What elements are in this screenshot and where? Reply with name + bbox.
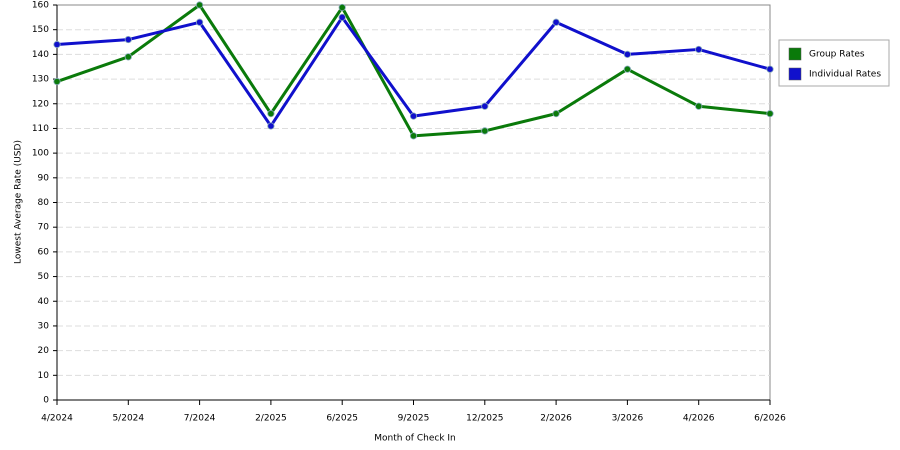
y-tick-label: 10 <box>38 371 50 381</box>
legend-swatch <box>788 67 802 81</box>
data-point <box>552 110 560 118</box>
data-point <box>766 110 774 118</box>
data-point <box>623 65 632 73</box>
y-tick-label: 0 <box>43 396 49 406</box>
data-point <box>196 1 204 9</box>
data-point <box>338 3 346 12</box>
y-tick-label: 60 <box>38 247 50 257</box>
y-tick-label: 90 <box>38 173 50 183</box>
y-tick-label: 80 <box>38 198 50 208</box>
y-tick-label: 110 <box>32 124 49 134</box>
data-point <box>766 65 774 73</box>
x-tick-label: 4/2024 <box>41 414 73 424</box>
x-tick-label: 5/2024 <box>112 414 144 424</box>
data-point <box>338 13 346 21</box>
data-point <box>196 18 204 26</box>
data-point <box>552 18 560 26</box>
data-point <box>481 102 489 110</box>
data-point <box>53 77 61 86</box>
data-point <box>267 122 275 130</box>
y-tick-label: 130 <box>32 75 49 85</box>
legend-label: Group Rates <box>809 50 865 60</box>
y-axis-title: Lowest Average Rate (USD) <box>14 140 24 264</box>
y-tick-label: 20 <box>38 346 50 356</box>
data-point <box>409 112 418 120</box>
x-axis-title: Month of Check In <box>374 434 456 444</box>
y-tick-label: 50 <box>38 272 50 282</box>
x-tick-label: 4/2026 <box>683 414 715 424</box>
y-tick-label: 140 <box>32 50 49 60</box>
y-tick-label: 120 <box>32 99 49 109</box>
y-tick-label: 30 <box>38 321 50 331</box>
x-tick-label: 12/2025 <box>466 414 503 424</box>
y-tick-label: 70 <box>38 223 50 233</box>
legend-label: Individual Rates <box>809 70 881 80</box>
x-tick-label: 6/2026 <box>754 414 786 424</box>
data-point <box>409 132 418 140</box>
y-tick-label: 150 <box>32 25 49 35</box>
data-point <box>695 102 703 110</box>
data-point <box>124 53 132 61</box>
data-point <box>124 35 132 44</box>
x-tick-label: 6/2025 <box>326 414 358 424</box>
y-tick-label: 100 <box>32 149 49 159</box>
data-point <box>695 45 703 54</box>
data-point <box>267 110 275 118</box>
x-tick-label: 2/2025 <box>255 414 287 424</box>
x-tick-label: 3/2026 <box>612 414 644 424</box>
data-point <box>623 50 632 58</box>
data-point <box>481 127 489 135</box>
y-tick-label: 160 <box>32 1 49 11</box>
y-tick-label: 40 <box>38 297 50 307</box>
x-tick-label: 2/2026 <box>540 414 572 424</box>
x-tick-label: 9/2025 <box>398 414 430 424</box>
x-tick-label: 7/2024 <box>184 414 216 424</box>
data-point <box>53 40 61 49</box>
legend-swatch <box>788 47 802 61</box>
